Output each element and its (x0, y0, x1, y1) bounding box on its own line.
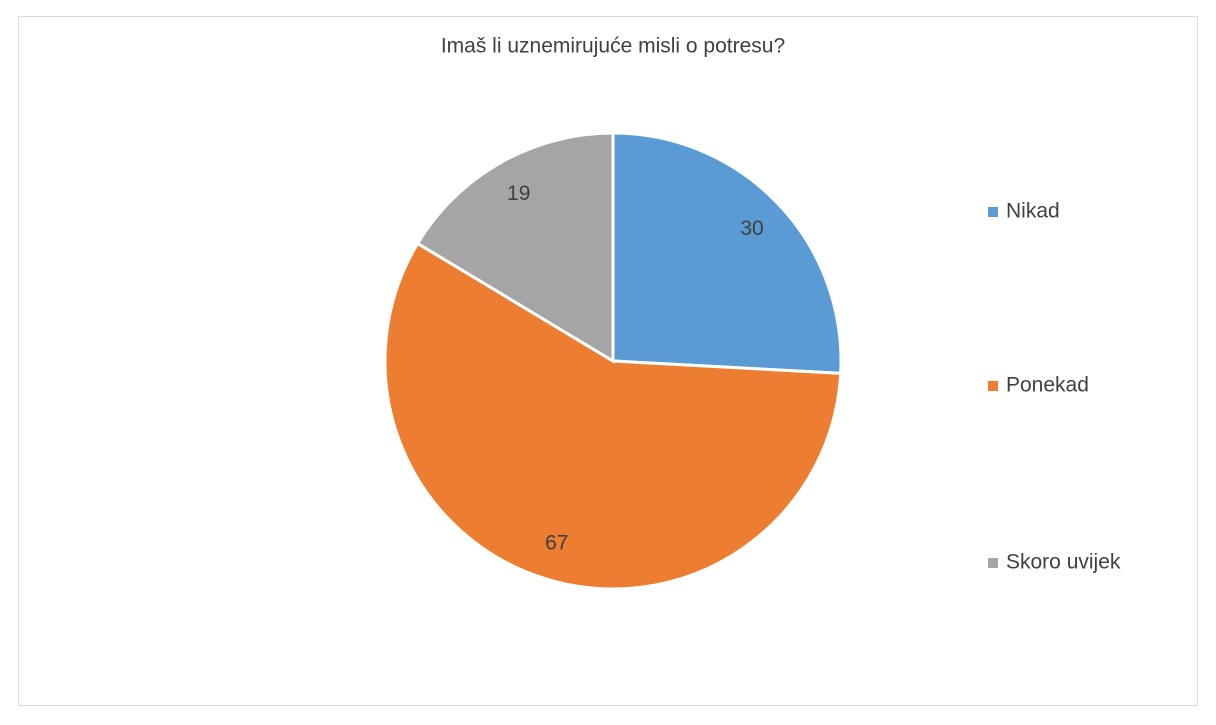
legend-swatch (988, 381, 998, 391)
legend-swatch (988, 207, 998, 217)
legend-label: Skoro uvijek (1006, 551, 1121, 574)
data-label: 30 (740, 217, 763, 240)
chart-title: Imaš li uznemirujuće misli o potresu? (441, 35, 785, 58)
pie-slice (415, 131, 615, 364)
pie-slice (383, 241, 843, 591)
legend-label: Nikad (1006, 200, 1060, 223)
pie-slice (611, 131, 843, 375)
legend-swatch (988, 558, 998, 568)
legend-label: Ponekad (1006, 374, 1089, 397)
data-label: 19 (507, 182, 530, 205)
data-label: 67 (545, 532, 568, 555)
